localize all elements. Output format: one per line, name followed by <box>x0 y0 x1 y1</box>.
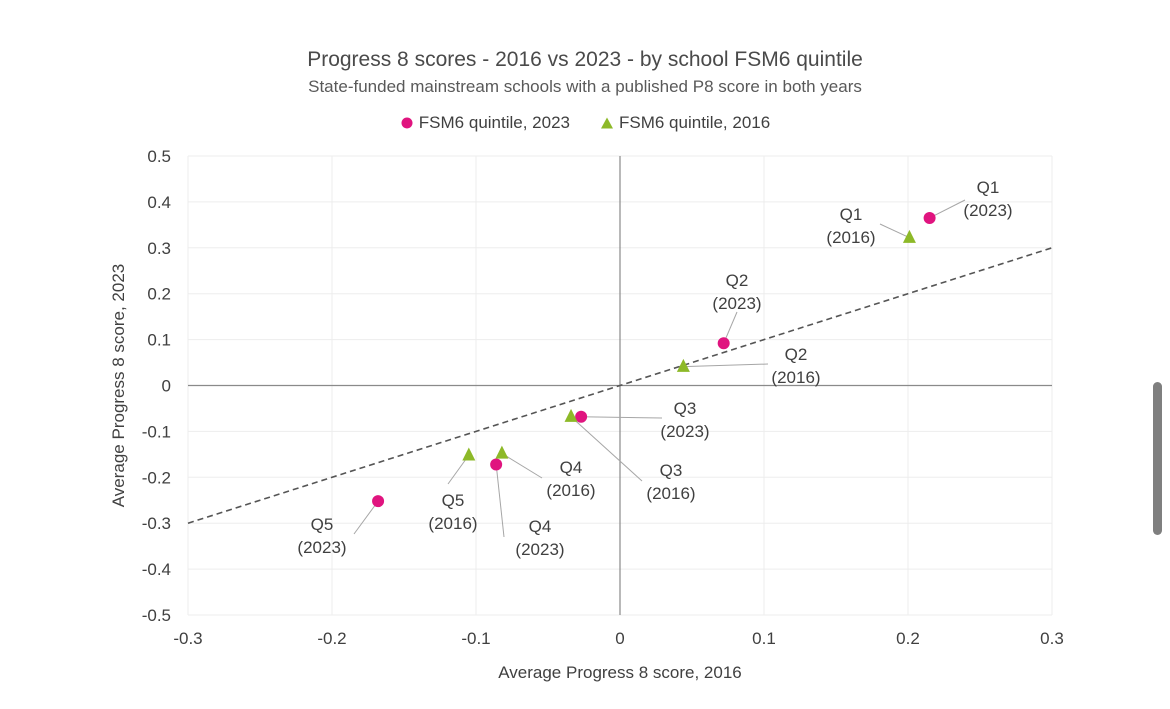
legend: FSM6 quintile, 2023 FSM6 quintile, 2016 <box>0 113 1170 133</box>
data-label-year: (2023) <box>515 540 564 559</box>
data-point-2023 <box>372 495 385 508</box>
data-point-2023 <box>575 410 588 423</box>
data-point-2023 <box>923 211 936 224</box>
legend-item-2023: FSM6 quintile, 2023 <box>400 113 570 133</box>
y-tick-label: -0.3 <box>142 514 171 533</box>
x-tick-label: 0.2 <box>896 629 920 648</box>
data-label-year: (2016) <box>826 228 875 247</box>
data-label-quintile: Q2 <box>785 345 808 364</box>
legend-item-2016: FSM6 quintile, 2016 <box>600 113 770 133</box>
data-point-2016 <box>902 229 916 243</box>
x-tick-label: -0.2 <box>317 629 346 648</box>
leader-line <box>929 199 966 219</box>
chart-title: Progress 8 scores - 2016 vs 2023 - by sc… <box>307 48 863 71</box>
data-label-quintile: Q1 <box>840 205 863 224</box>
leader-line <box>353 500 379 535</box>
y-axis-title: Average Progress 8 score, 2023 <box>109 264 128 508</box>
leader-line <box>879 223 910 239</box>
y-tick-label: 0.2 <box>147 285 171 304</box>
data-point-2023 <box>717 337 730 350</box>
data-label-year: (2023) <box>660 422 709 441</box>
leader-line <box>495 464 505 538</box>
data-label-year: (2016) <box>771 368 820 387</box>
triangle-marker-icon <box>601 117 613 129</box>
y-tick-label: 0.4 <box>147 193 171 212</box>
y-tick-label: 0.1 <box>147 331 171 350</box>
data-point-2016 <box>564 408 578 422</box>
y-tick-label: -0.1 <box>142 422 171 441</box>
scrollbar-thumb[interactable] <box>1153 382 1162 535</box>
y-tick-label: 0.3 <box>147 239 171 258</box>
reference-line <box>187 247 1053 524</box>
leader-line <box>501 453 543 479</box>
circle-marker-icon <box>401 117 413 129</box>
y-tick-label: -0.5 <box>142 606 171 625</box>
data-point-2023 <box>490 458 503 471</box>
leader-line <box>570 416 643 482</box>
x-tick-label: 0 <box>615 629 624 648</box>
legend-label-2016: FSM6 quintile, 2016 <box>619 113 771 132</box>
data-label-quintile: Q2 <box>726 271 749 290</box>
data-label-quintile: Q3 <box>674 399 697 418</box>
leader-line <box>683 363 769 368</box>
x-axis-title: Average Progress 8 score, 2016 <box>498 663 742 682</box>
data-label-quintile: Q5 <box>311 515 334 534</box>
data-point-2016 <box>676 358 690 372</box>
data-label-year: (2016) <box>546 481 595 500</box>
x-tick-label: -0.1 <box>461 629 490 648</box>
data-label-year: (2023) <box>712 294 761 313</box>
data-label-year: (2016) <box>428 514 477 533</box>
x-tick-label: 0.1 <box>752 629 776 648</box>
data-label-quintile: Q3 <box>660 461 683 480</box>
chart-subtitle: State-funded mainstream schools with a p… <box>308 77 862 96</box>
x-tick-label: 0.3 <box>1040 629 1064 648</box>
y-tick-label: 0.5 <box>147 147 171 166</box>
data-point-2016 <box>462 447 476 461</box>
y-tick-label: -0.4 <box>142 560 171 579</box>
data-label-quintile: Q5 <box>442 491 465 510</box>
data-label-quintile: Q1 <box>977 178 1000 197</box>
y-tick-label: 0 <box>162 377 171 396</box>
leader-line <box>581 416 663 419</box>
data-point-2016 <box>495 445 509 459</box>
legend-label-2023: FSM6 quintile, 2023 <box>418 113 570 132</box>
x-tick-label: -0.3 <box>173 629 202 648</box>
data-label-year: (2023) <box>297 538 346 557</box>
data-label-year: (2023) <box>963 201 1012 220</box>
data-label-quintile: Q4 <box>529 517 552 536</box>
y-tick-label: -0.2 <box>142 468 171 487</box>
data-label-quintile: Q4 <box>560 458 583 477</box>
data-label-year: (2016) <box>646 484 695 503</box>
